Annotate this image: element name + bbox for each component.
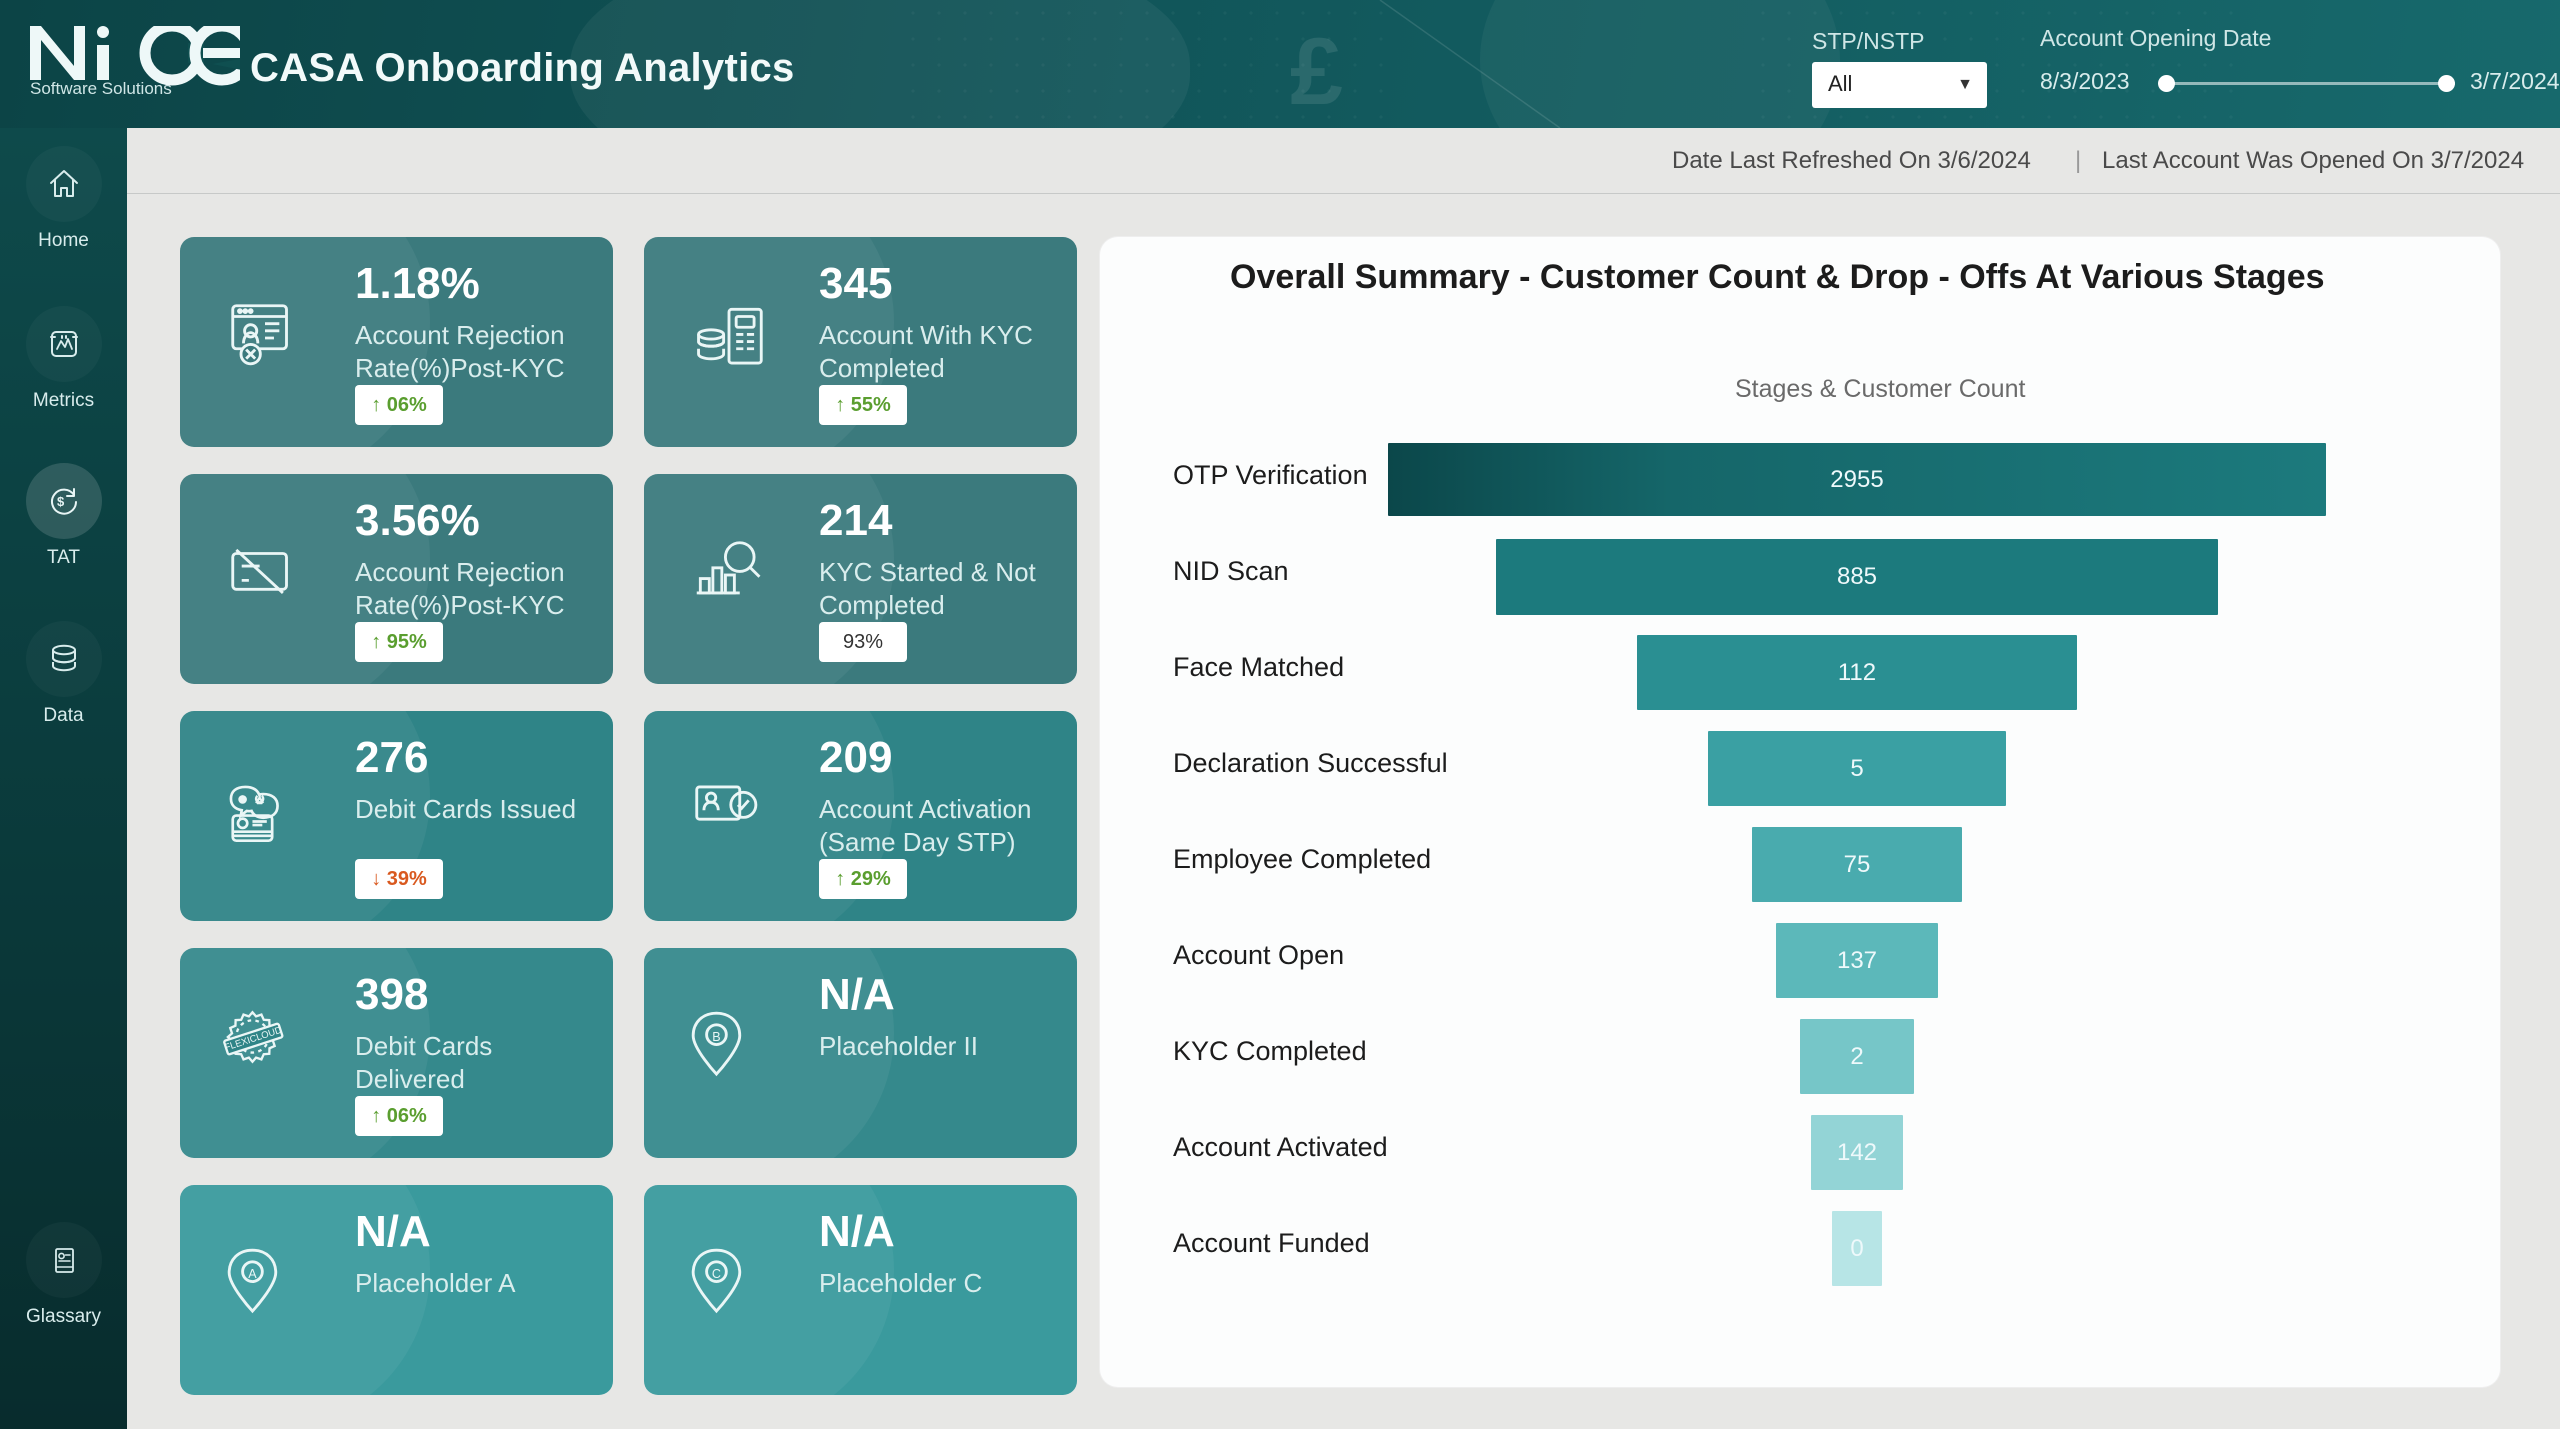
- svg-text:Software Solutions: Software Solutions: [30, 79, 172, 96]
- svg-text:C: C: [712, 1267, 721, 1281]
- svg-text:B: B: [712, 1030, 720, 1044]
- svg-text:A: A: [248, 1267, 257, 1281]
- svg-text:$: $: [57, 494, 65, 509]
